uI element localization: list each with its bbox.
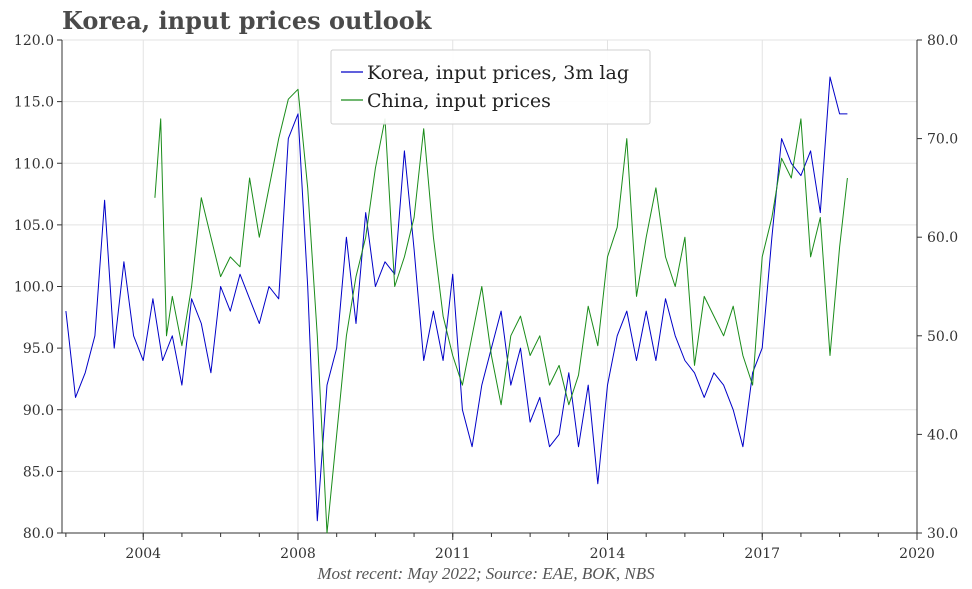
- axes: 80.0 85.0 90.0 95.0 100.0 105.0 110.0 115.0 120.…: [14, 33, 958, 562]
- left-tick-label: 85.0: [23, 464, 54, 480]
- left-tick-label: 105.0: [14, 218, 54, 234]
- legend-label: China, input prices: [367, 90, 551, 112]
- china-series-line: [154, 88, 848, 534]
- x-tick-label: 2017: [744, 546, 780, 562]
- left-tick-label: 95.0: [23, 341, 54, 357]
- right-tick-label: 70.0: [927, 132, 958, 148]
- x-tick-label: 2008: [280, 546, 316, 562]
- x-tick-label: 2014: [590, 546, 626, 562]
- chart: 80.0 85.0 90.0 95.0 100.0 105.0 110.0 115.0 120.…: [14, 33, 958, 562]
- left-tick-label: 80.0: [23, 526, 54, 542]
- legend-box: [330, 49, 651, 125]
- legend: Korea, input prices, 3m lag China, input …: [330, 49, 651, 125]
- right-tick-label: 60.0: [927, 230, 958, 246]
- x-tick-label: 2011: [435, 546, 471, 562]
- left-tick-label: 110.0: [14, 156, 54, 172]
- left-tick-label: 100.0: [14, 280, 54, 296]
- x-tick-label: 2020: [899, 546, 935, 562]
- left-tick-label: 120.0: [14, 33, 54, 49]
- left-tick-label: 90.0: [23, 403, 54, 419]
- series-layer: [65, 76, 848, 534]
- right-tick-label: 40.0: [927, 427, 958, 443]
- right-tick-label: 50.0: [927, 329, 958, 345]
- right-tick-label: 30.0: [927, 526, 958, 542]
- source-footer: Most recent: May 2022; Source: EAE, BOK,…: [317, 564, 655, 583]
- x-tick-label: 2004: [125, 546, 161, 562]
- chart-title: Korea, input prices outlook: [62, 6, 432, 35]
- legend-label: Korea, input prices, 3m lag: [367, 62, 629, 84]
- korea-series-line: [65, 76, 848, 522]
- right-tick-label: 80.0: [927, 33, 958, 49]
- left-tick-label: 115.0: [14, 95, 54, 111]
